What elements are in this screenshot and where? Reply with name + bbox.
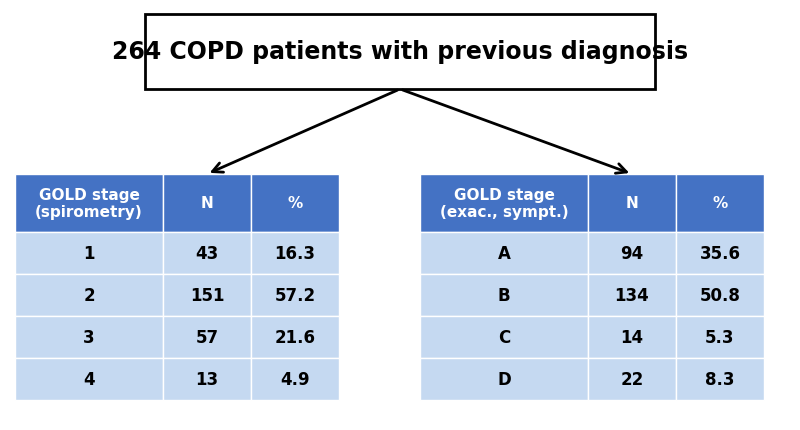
Bar [420, 316, 588, 358]
Bar [588, 274, 676, 316]
Bar [420, 233, 588, 274]
Text: 1: 1 [83, 244, 94, 262]
Text: C: C [498, 328, 510, 346]
Bar [15, 358, 163, 400]
Text: 134: 134 [614, 286, 650, 304]
Text: A: A [498, 244, 510, 262]
Text: 50.8: 50.8 [699, 286, 741, 304]
Text: N: N [626, 196, 638, 211]
Bar [163, 175, 251, 233]
Bar [251, 233, 339, 274]
Bar [588, 233, 676, 274]
Text: 2: 2 [83, 286, 95, 304]
Text: 16.3: 16.3 [274, 244, 315, 262]
Bar [676, 175, 764, 233]
Text: 94: 94 [620, 244, 644, 262]
Text: 21.6: 21.6 [274, 328, 315, 346]
Text: 4: 4 [83, 370, 95, 388]
Bar [588, 175, 676, 233]
Bar [420, 358, 588, 400]
Bar [251, 358, 339, 400]
Text: 57.2: 57.2 [274, 286, 315, 304]
Bar [163, 274, 251, 316]
Text: %: % [287, 196, 302, 211]
Text: 5.3: 5.3 [706, 328, 734, 346]
Bar [15, 233, 163, 274]
Bar [15, 316, 163, 358]
Bar [251, 274, 339, 316]
Bar [15, 274, 163, 316]
Text: 14: 14 [621, 328, 643, 346]
Bar [676, 233, 764, 274]
Text: 151: 151 [190, 286, 224, 304]
Bar [145, 15, 655, 90]
Bar [588, 358, 676, 400]
Text: 57: 57 [195, 328, 218, 346]
Bar [676, 358, 764, 400]
Bar [163, 233, 251, 274]
Text: D: D [497, 370, 511, 388]
Text: 43: 43 [195, 244, 218, 262]
Text: B: B [498, 286, 510, 304]
Text: 22: 22 [620, 370, 644, 388]
Bar [251, 316, 339, 358]
Bar [676, 316, 764, 358]
Bar [15, 175, 163, 233]
Bar [676, 274, 764, 316]
Text: 8.3: 8.3 [706, 370, 734, 388]
Text: N: N [201, 196, 214, 211]
Text: 35.6: 35.6 [699, 244, 741, 262]
Text: 3: 3 [83, 328, 95, 346]
Text: 264 COPD patients with previous diagnosis: 264 COPD patients with previous diagnosi… [112, 40, 688, 64]
Bar [420, 274, 588, 316]
Bar [588, 316, 676, 358]
Text: 4.9: 4.9 [280, 370, 310, 388]
Text: %: % [712, 196, 728, 211]
Text: GOLD stage
(spirometry): GOLD stage (spirometry) [35, 187, 143, 220]
Bar [420, 175, 588, 233]
Text: GOLD stage
(exac., sympt.): GOLD stage (exac., sympt.) [440, 187, 568, 220]
Text: 13: 13 [195, 370, 218, 388]
Bar [163, 358, 251, 400]
Bar [251, 175, 339, 233]
Bar [163, 316, 251, 358]
